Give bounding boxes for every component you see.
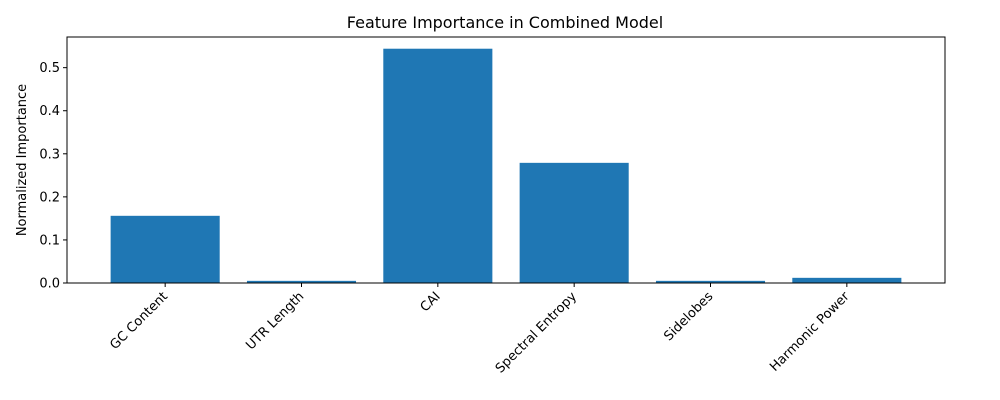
y-tick-label: 0.0: [39, 277, 60, 292]
plot-frame: [66, 36, 946, 284]
x-tick-label: CAI: [418, 289, 444, 315]
y-axis-label: Normalized Importance: [15, 84, 30, 236]
y-axis: 0.0 0.1 0.2 0.3 0.4 0.5: [39, 61, 67, 292]
y-tick-label: 0.2: [39, 190, 60, 205]
y-tick-label: 0.5: [39, 61, 60, 76]
bars-group: [110, 48, 902, 283]
bar-sidelobes: [655, 280, 766, 283]
x-tick-label: Spectral Entropy: [493, 289, 580, 376]
bar-gc-content: [110, 215, 220, 283]
x-axis: GC Content UTR Length CAI Spectral Entropy S…: [107, 283, 853, 376]
x-tick-label: UTR Length: [243, 289, 307, 353]
chart-title: Feature Importance in Combined Model: [347, 13, 663, 32]
x-tick-label: GC Content: [107, 289, 171, 353]
bar-spectral-entropy: [519, 162, 629, 283]
x-tick-label: Sidelobes: [661, 289, 716, 344]
y-tick-label: 0.4: [39, 104, 60, 119]
y-tick-label: 0.3: [39, 147, 60, 162]
bar-cai: [383, 48, 493, 283]
x-tick-label: Harmonic Power: [767, 289, 853, 375]
y-tick-label: 0.1: [39, 233, 60, 248]
bar-utr-length: [246, 280, 357, 283]
bar-harmonic-power: [792, 277, 902, 283]
